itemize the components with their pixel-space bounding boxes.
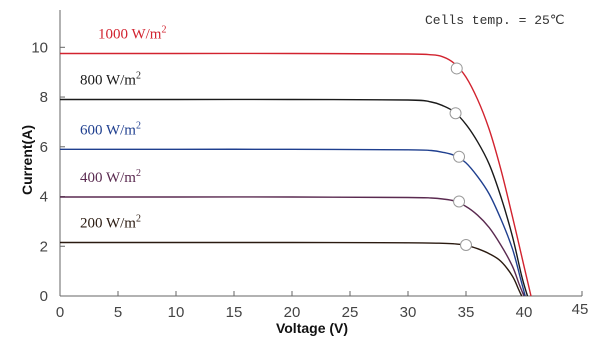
temperature-annotation: Cells temp. = 25℃ bbox=[425, 13, 564, 28]
x-tick-label: 30 bbox=[400, 304, 417, 321]
y-tick-label: 10 bbox=[31, 39, 48, 56]
series-labels: 1000 W/m2 800 W/m2 600 W/m2 400 W/m2 200 W/m… bbox=[80, 25, 166, 232]
x-tick-label: 0 bbox=[56, 304, 64, 321]
iv-curve-400 bbox=[60, 196, 525, 297]
series-label-600: 600 W/m2 bbox=[80, 120, 141, 138]
mpp-marker-1000 bbox=[450, 62, 463, 75]
x-tick-label: 25 bbox=[342, 304, 359, 321]
y-tick-label: 4 bbox=[40, 189, 48, 206]
mpp-marker-800 bbox=[449, 107, 462, 120]
series-label-200: 200 W/m2 bbox=[80, 214, 141, 232]
x-axis-title: Voltage (V) bbox=[276, 320, 348, 336]
y-tick-label: 0 bbox=[40, 288, 48, 305]
mpp-markers bbox=[449, 62, 472, 252]
y-axis-title: Current(A) bbox=[19, 125, 35, 195]
x-tick-label: 45 bbox=[572, 301, 589, 318]
y-tick-label: 2 bbox=[40, 238, 48, 255]
mpp-marker-200 bbox=[460, 239, 472, 252]
x-tick-label: 15 bbox=[226, 304, 243, 321]
series-label-400: 400 W/m2 bbox=[80, 168, 141, 186]
x-tick-label: 20 bbox=[284, 304, 301, 321]
axes: 0 5 10 15 20 25 30 35 40 45 0 2 4 6 8 10 bbox=[31, 10, 588, 321]
x-tick-label: 5 bbox=[114, 304, 122, 321]
series-label-800: 800 W/m2 bbox=[80, 71, 141, 89]
mpp-marker-600 bbox=[453, 150, 466, 163]
y-tick-label: 6 bbox=[40, 139, 48, 156]
iv-curve-200 bbox=[60, 241, 523, 297]
mpp-marker-400 bbox=[453, 195, 466, 208]
series-label-1000: 1000 W/m2 bbox=[98, 25, 166, 43]
y-tick-label: 8 bbox=[40, 89, 48, 106]
x-tick-label: 10 bbox=[168, 304, 185, 321]
x-tick-label: 40 bbox=[516, 304, 533, 321]
x-tick-label: 35 bbox=[458, 304, 475, 321]
